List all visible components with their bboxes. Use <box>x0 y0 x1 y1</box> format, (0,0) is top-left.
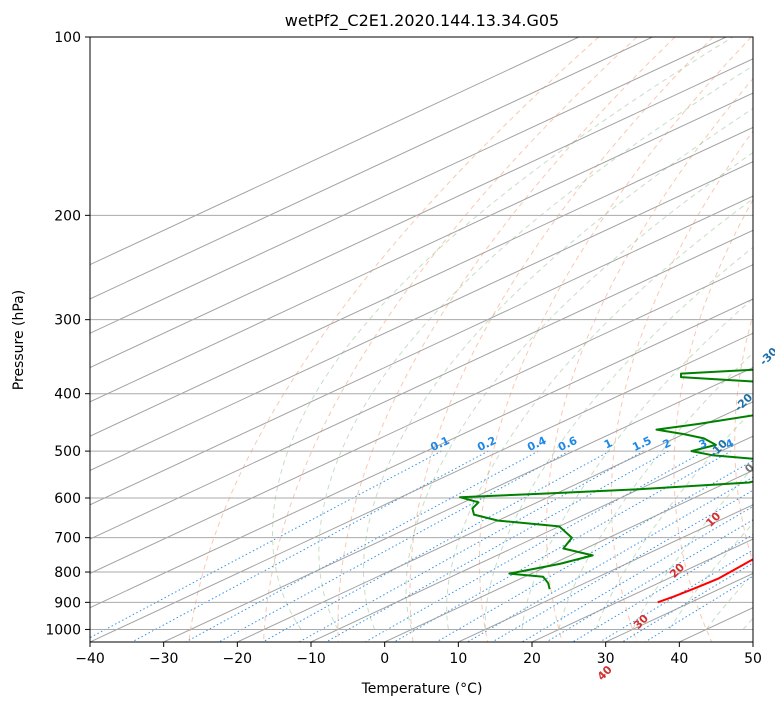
isoline-labels: -100-90-80-70-60-50-40-30-20-10010203040… <box>428 345 775 683</box>
mixing-ratio-line <box>622 562 753 642</box>
mixing-ratio-line <box>298 450 644 642</box>
isotherm <box>237 401 753 642</box>
moist-adiabat <box>705 573 753 630</box>
y-axis-title: Pressure (hPa) <box>11 290 27 390</box>
x-tick-label: −40 <box>75 651 105 667</box>
isotherm <box>90 161 753 472</box>
x-tick-label: 0 <box>380 651 389 667</box>
moist-adiabat <box>521 298 753 630</box>
moist-adiabat <box>272 37 734 630</box>
y-tick-label: 1000 <box>45 622 81 638</box>
moist-adiabat <box>363 107 753 630</box>
isotherm <box>90 92 753 403</box>
y-tick-label: 700 <box>54 531 81 547</box>
isotherm <box>384 469 753 642</box>
x-tick-label: −20 <box>223 651 253 667</box>
y-tick-label: 800 <box>54 565 81 581</box>
isotherm-label: 0 <box>742 461 757 476</box>
mixing-ratio-line <box>393 450 732 642</box>
isotherm <box>90 229 753 540</box>
mixing-ratio-line <box>325 450 669 642</box>
dry-adiabat <box>610 130 753 642</box>
moist-adiabat <box>669 522 753 630</box>
mixing-ratio-line <box>262 450 610 642</box>
x-tick-label: 30 <box>597 651 615 667</box>
x-axis-title: Temperature (°C) <box>361 681 483 697</box>
isotherm-label: -30 <box>757 345 775 368</box>
isotherm <box>458 504 753 642</box>
mixing-ratio-line <box>467 476 753 642</box>
isotherm <box>90 264 753 574</box>
isotherm <box>605 572 753 642</box>
y-tick-label: 300 <box>54 313 81 329</box>
x-tick-label: 50 <box>744 651 762 667</box>
y-tick-label: 900 <box>54 595 81 611</box>
y-tick-label: 400 <box>54 387 81 403</box>
isotherm <box>752 641 753 642</box>
y-tick-label: 200 <box>54 208 81 224</box>
mixing-ratio-label: 1 <box>602 436 614 451</box>
moist-adiabat <box>484 246 753 630</box>
moist-adiabat <box>632 467 753 630</box>
isotherm <box>90 298 753 609</box>
grid <box>90 37 753 642</box>
isotherm <box>90 126 753 437</box>
chart-title: wetPf2_C2E1.2020.144.13.34.G05 <box>285 11 559 31</box>
isotherm <box>163 366 753 642</box>
y-tick-label: 100 <box>54 30 81 46</box>
mixing-ratio-line <box>90 450 442 639</box>
moist-adiabat <box>446 198 753 630</box>
series-line-1 <box>459 368 753 590</box>
y-tick-label: 600 <box>54 491 81 507</box>
mixing-ratio-line <box>436 460 753 642</box>
isotherm <box>90 332 753 642</box>
mixing-ratio-line <box>599 549 753 642</box>
y-axis: 100 200 300 400 500 600 700 800 900 1000 <box>45 30 90 638</box>
mixing-ratio-line <box>365 450 705 642</box>
background-lines <box>90 37 753 642</box>
x-axis: −40 −30 −20 −10 0 10 20 30 40 50 <box>75 642 762 667</box>
isotherm <box>90 37 727 334</box>
x-tick-label: −10 <box>296 651 326 667</box>
dry-adiabat <box>546 77 753 642</box>
mixing-ratio-line <box>185 450 539 642</box>
isotherm <box>90 58 753 369</box>
isotherm <box>531 538 753 642</box>
moist-adiabat <box>595 409 753 630</box>
isotherm <box>90 37 580 266</box>
isotherm <box>90 37 653 300</box>
y-tick-label: 500 <box>54 444 81 460</box>
x-tick-label: 20 <box>523 651 541 667</box>
mixing-ratio-label: 2 <box>661 436 673 451</box>
moist-adiabat <box>318 65 753 630</box>
dry-adiabat <box>409 37 714 642</box>
x-tick-label: 40 <box>670 651 688 667</box>
x-tick-label: −30 <box>149 651 179 667</box>
mixing-ratio-line <box>131 450 489 642</box>
mixing-ratio-line <box>521 505 753 642</box>
mixing-ratio-line <box>572 534 753 642</box>
dry-adiabat <box>188 37 600 642</box>
mixing-ratio-line <box>218 450 570 642</box>
isotherm <box>310 435 753 642</box>
plot-frame <box>89 36 754 643</box>
dry-adiabat <box>263 37 638 642</box>
x-tick-label: 10 <box>449 651 467 667</box>
mixing-ratio-line <box>644 575 753 642</box>
isotherm <box>90 195 753 506</box>
series-group <box>459 368 753 604</box>
dry-adiabat <box>479 37 752 642</box>
